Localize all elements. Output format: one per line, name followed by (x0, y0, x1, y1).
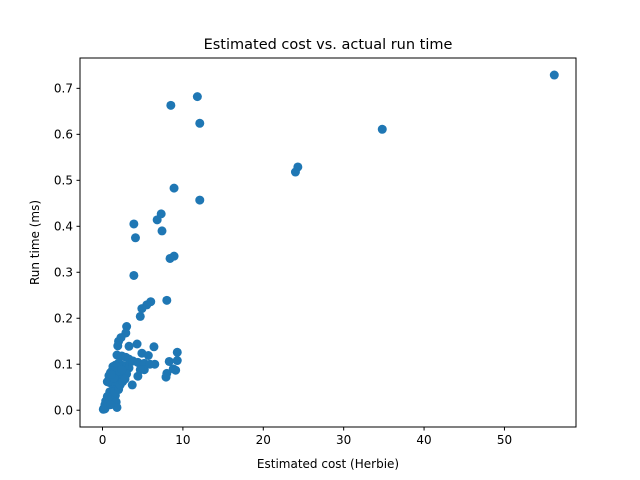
y-tick-label: 0.5 (54, 174, 73, 188)
x-tick-label: 0 (99, 433, 107, 447)
data-point (137, 304, 147, 314)
chart-title: Estimated cost vs. actual run time (204, 37, 453, 53)
data-point (129, 219, 139, 229)
data-point (549, 70, 559, 80)
x-tick-label: 50 (497, 433, 512, 447)
data-point (106, 400, 116, 410)
data-point (124, 341, 134, 351)
data-point (149, 342, 159, 352)
y-axis-label: Run time (ms) (28, 200, 42, 285)
data-point (143, 351, 153, 360)
data-point (157, 226, 167, 236)
data-point (117, 365, 127, 375)
points-layer (98, 70, 559, 414)
data-point (172, 356, 182, 366)
data-point (195, 195, 205, 205)
y-tick-label: 0.6 (54, 128, 73, 142)
data-point (171, 365, 181, 375)
data-point (152, 215, 162, 225)
data-point (135, 311, 145, 321)
y-tick-label: 0.2 (54, 312, 73, 326)
y-tick-label: 0.7 (54, 82, 73, 96)
data-point (132, 339, 142, 349)
y-tick-label: 0.0 (54, 404, 73, 418)
x-tick-label: 10 (175, 433, 190, 447)
data-point (166, 100, 176, 110)
data-point (120, 374, 130, 384)
x-tick-label: 20 (256, 433, 271, 447)
data-point (195, 118, 205, 128)
data-point (169, 183, 179, 193)
data-point (162, 295, 172, 305)
data-point (129, 270, 139, 280)
ticks-layer: 0 10 20 30 40 50 0.0 0.1 0.2 0.3 0.4 0.5 0.6 0.7 (54, 82, 512, 447)
data-point (164, 356, 174, 366)
y-tick-label: 0.1 (54, 358, 73, 372)
data-point (290, 167, 300, 177)
data-point (150, 359, 160, 369)
data-point (172, 347, 182, 357)
data-point (133, 371, 143, 381)
x-tick-label: 30 (336, 433, 351, 447)
plot-frame (79, 57, 577, 428)
data-point (377, 124, 387, 134)
x-tick-label: 40 (416, 433, 431, 447)
y-tick-label: 0.3 (54, 266, 73, 280)
data-point (113, 341, 123, 351)
y-tick-label: 0.4 (54, 220, 73, 234)
data-point (106, 369, 116, 379)
data-point (165, 253, 175, 263)
data-point (130, 233, 140, 243)
x-axis-label: Estimated cost (Herbie) (257, 457, 399, 471)
data-point (192, 92, 202, 102)
data-point (161, 372, 171, 382)
data-point (127, 380, 137, 390)
